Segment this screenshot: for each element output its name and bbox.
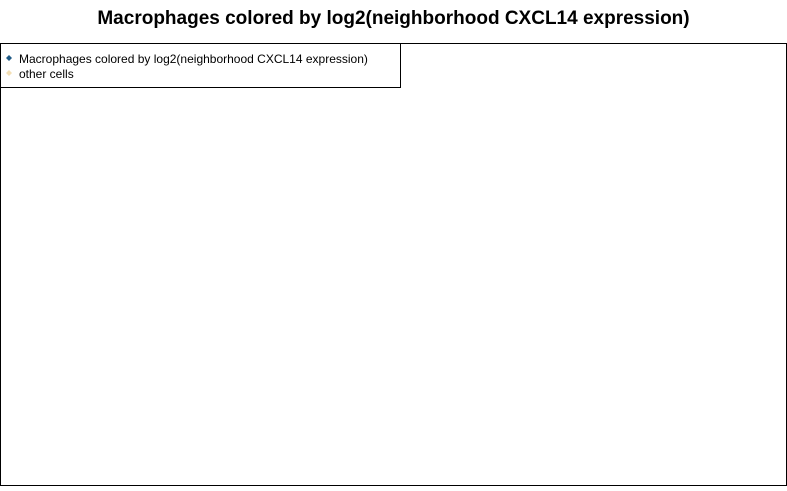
legend-label-macrophages: Macrophages colored by log2(neighborhood… [19, 52, 368, 66]
scatter-plot: Macrophages colored by log2(neighborhood… [0, 43, 787, 486]
plot-area: Macrophages colored by log2(neighborhood… [0, 43, 787, 486]
legend: Macrophages colored by log2(neighborhood… [0, 43, 401, 88]
chart-title: Macrophages colored by log2(neighborhood… [97, 8, 690, 29]
legend-marker-macrophages [6, 55, 12, 61]
legend-box [0, 43, 401, 88]
legend-label-other-cells: other cells [19, 67, 74, 81]
plot-border [0, 43, 787, 486]
legend-marker-other-cells [6, 70, 12, 76]
